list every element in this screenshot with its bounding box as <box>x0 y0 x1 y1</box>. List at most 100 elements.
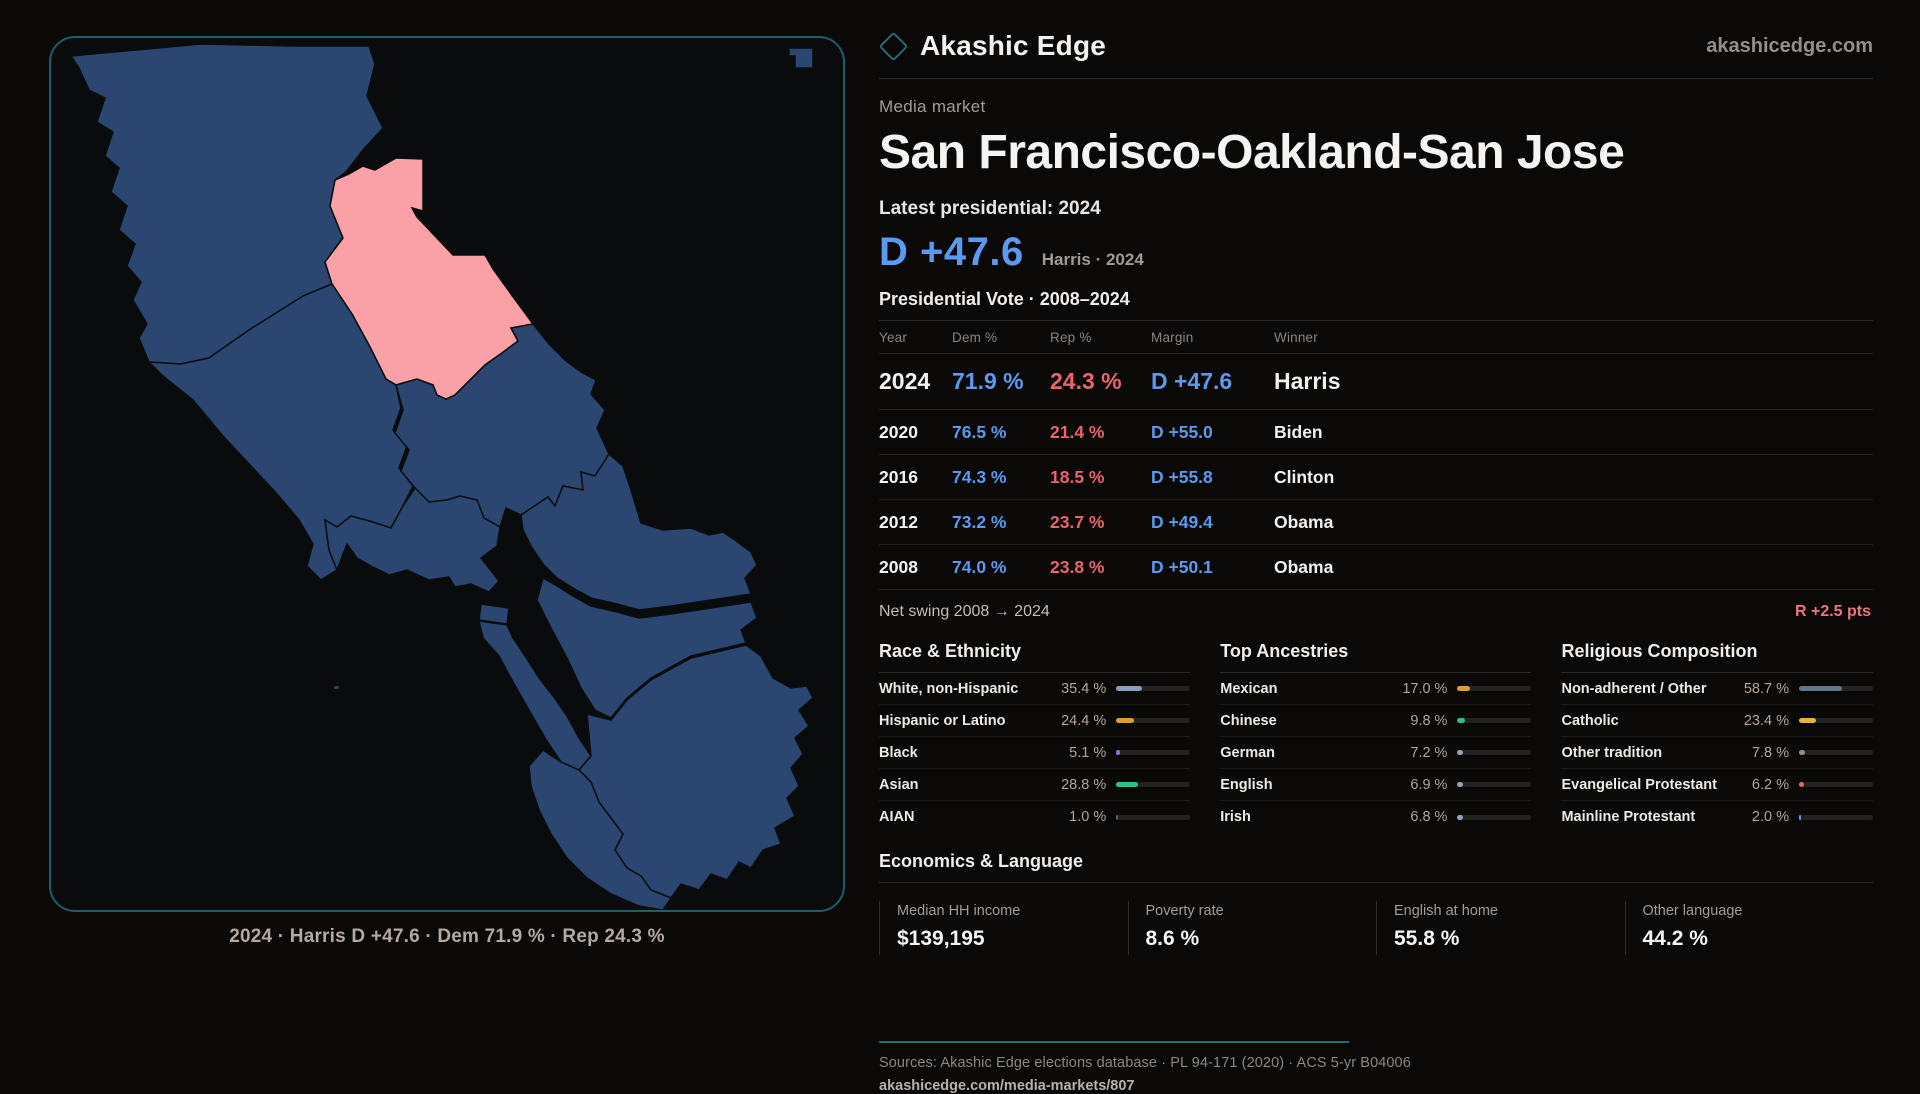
cell-rep: 23.7 % <box>1050 511 1105 532</box>
stat-bar-fill <box>1799 814 1801 820</box>
vote-table-row: 2012 73.2 % 23.7 % D +49.4 Obama <box>879 500 1873 545</box>
map-caption: 2024 · Harris D +47.6 · Dem 71.9 % · Rep… <box>229 926 665 947</box>
cell-year: 2020 <box>879 421 918 442</box>
economics-card-value: $139,195 <box>897 927 985 950</box>
economics-card: Median HH income $139,195 <box>879 901 1128 955</box>
demographic-label: Evangelical Protestant <box>1561 776 1717 793</box>
permalink[interactable]: akashicedge.com/media-markets/807 <box>879 1078 1135 1094</box>
demographic-label: Chinese <box>1220 712 1277 729</box>
vote-table-column-header: Rep % <box>1050 330 1092 345</box>
stat-bar-fill <box>1799 718 1817 723</box>
cell-dem: 73.2 % <box>952 511 1007 532</box>
cell-winner: Biden <box>1274 421 1323 442</box>
stat-bar-track <box>1116 750 1191 755</box>
cell-margin: D +55.8 <box>1151 466 1213 487</box>
demographic-label: Non-adherent / Other <box>1561 680 1707 697</box>
demographic-row: AIAN 1.0 % <box>879 801 1191 833</box>
map-county-santa-cruz <box>528 749 673 910</box>
economics-card: English at home 55.8 % <box>1376 901 1625 955</box>
map-county-marin <box>324 486 501 593</box>
economics-card-label: Poverty rate <box>1145 903 1224 919</box>
economics-title: Economics & Language <box>879 851 1873 883</box>
vote-table-header: Year Dem % Rep % Margin Winner <box>879 321 1873 354</box>
economics-card: Other language 44.2 % <box>1624 901 1874 955</box>
demographic-value: 23.4 % <box>1743 712 1789 729</box>
demographic-row: Asian 28.8 % <box>879 769 1191 801</box>
cell-margin: D +47.6 <box>1151 368 1233 394</box>
headline-margin-caption: Harris · 2024 <box>1041 250 1144 269</box>
vote-table-row: 2008 74.0 % 23.8 % D +50.1 Obama <box>879 545 1873 590</box>
stat-bar-track <box>1457 718 1532 723</box>
cell-year: 2012 <box>879 511 918 532</box>
stat-bar-fill <box>1799 750 1805 755</box>
economics-card-label: Other language <box>1642 903 1743 919</box>
site-link[interactable]: akashicedge.com <box>1706 34 1873 57</box>
stat-bar-track <box>1799 686 1873 691</box>
cell-margin: D +55.0 <box>1151 421 1213 442</box>
stat-bar-track <box>1116 782 1191 787</box>
cell-margin: D +49.4 <box>1151 511 1213 532</box>
header: Akashic Edge akashicedge.com <box>878 30 1873 79</box>
demographic-row: German 7.2 % <box>1220 737 1532 769</box>
stat-bar-track <box>1457 686 1532 691</box>
demographic-row: Irish 6.8 % <box>1220 801 1532 833</box>
diamond-logo-icon <box>878 31 909 61</box>
net-swing-row: Net swing 2008 → 2024 R +2.5 pts <box>879 590 1873 633</box>
headline-margin-block: D +47.6 Harris · 2024 <box>879 230 1873 275</box>
cell-winner: Clinton <box>1274 466 1335 487</box>
demographic-value: 28.8 % <box>1061 776 1107 793</box>
cell-rep: 21.4 % <box>1050 421 1105 442</box>
cell-dem: 74.3 % <box>952 466 1007 487</box>
demographic-row: Mexican 17.0 % <box>1220 673 1532 705</box>
demographic-label: AIAN <box>879 809 915 825</box>
demographic-value: 6.8 % <box>1410 809 1448 825</box>
cell-year: 2016 <box>879 466 918 487</box>
stat-bar-fill <box>1457 686 1471 691</box>
cell-margin: D +50.1 <box>1151 556 1213 577</box>
cell-year: 2024 <box>879 368 931 394</box>
vote-table-body: 2024 71.9 % 24.3 % D +47.6 Harris 2020 7… <box>879 354 1873 590</box>
footer-accent-rule <box>879 1041 1349 1043</box>
economics-card: Poverty rate 8.6 % <box>1127 901 1377 955</box>
latest-presidential-label: Latest presidential: 2024 <box>879 198 1101 219</box>
stat-bar-track <box>1116 718 1191 723</box>
vote-table-row: 2016 74.3 % 18.5 % D +55.8 Clinton <box>879 455 1873 500</box>
stat-bar-track <box>1116 814 1191 820</box>
demographic-value: 6.9 % <box>1410 776 1448 793</box>
stat-bar-fill <box>1116 814 1119 820</box>
cell-rep: 23.8 % <box>1050 556 1105 577</box>
map-county-contra-costa <box>520 452 758 611</box>
demographic-row: English 6.9 % <box>1220 769 1532 801</box>
net-swing-value: R +2.5 pts <box>1794 603 1871 620</box>
vote-table-column-header: Year <box>879 330 908 345</box>
demographic-label: Other tradition <box>1561 744 1663 761</box>
bay-area-county-map <box>69 43 814 910</box>
demographic-label: Black <box>879 744 918 761</box>
vote-table-column-header: Winner <box>1274 330 1318 345</box>
economics-card-value: 44.2 % <box>1642 927 1708 950</box>
demographic-label: German <box>1220 744 1276 761</box>
demographic-rows: Non-adherent / Other 58.7 % Catholic 23.… <box>1561 673 1873 833</box>
net-swing-label: Net swing 2008 → 2024 <box>879 603 1050 620</box>
stat-bar-fill <box>1457 782 1463 787</box>
cell-year: 2008 <box>879 556 918 577</box>
demographic-label: Irish <box>1220 809 1251 825</box>
demographic-section: Race & Ethnicity White, non-Hispanic 35.… <box>879 641 1191 833</box>
map-panel <box>49 36 845 912</box>
economics-card-value: 55.8 % <box>1394 927 1460 950</box>
demographic-label: Asian <box>879 776 919 793</box>
map-county-fragment-north <box>788 47 814 69</box>
demographic-value: 24.4 % <box>1061 712 1107 729</box>
demographic-row: White, non-Hispanic 35.4 % <box>879 673 1191 705</box>
stat-bar-track <box>1799 750 1873 755</box>
demographic-section-title: Top Ancestries <box>1220 641 1532 673</box>
map-county-alameda <box>536 576 758 719</box>
demographic-label: Catholic <box>1561 712 1619 729</box>
kicker: Media market <box>879 97 986 116</box>
demographic-label: White, non-Hispanic <box>879 680 1019 697</box>
demographic-row: Evangelical Protestant 6.2 % <box>1561 769 1873 801</box>
demographic-row: Chinese 9.8 % <box>1220 705 1532 737</box>
demographic-value: 2.0 % <box>1751 809 1789 825</box>
demographic-label: English <box>1220 776 1273 793</box>
demographic-label: Hispanic or Latino <box>879 712 1006 729</box>
